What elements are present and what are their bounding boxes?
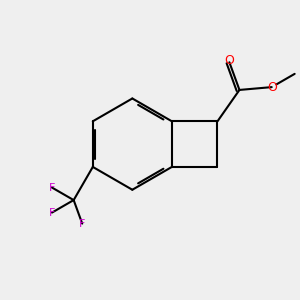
Text: F: F <box>79 219 86 229</box>
Text: F: F <box>49 183 55 193</box>
Text: F: F <box>49 208 55 218</box>
Text: O: O <box>224 54 234 67</box>
Text: O: O <box>267 81 277 94</box>
